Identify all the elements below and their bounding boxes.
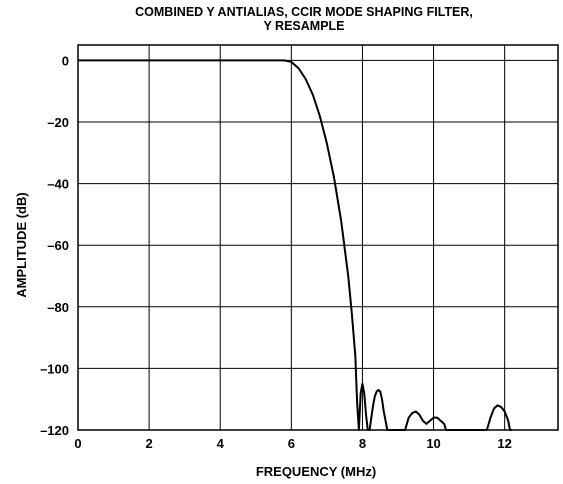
x-tick-label: 0	[74, 436, 81, 451]
y-tick-label: 0	[62, 53, 69, 68]
x-tick-label: 2	[145, 436, 152, 451]
x-tick-label: 4	[217, 436, 225, 451]
plot-frame	[77, 44, 559, 431]
frequency-response-line	[78, 59, 512, 431]
x-tick-label: 8	[359, 436, 366, 451]
grid-lines	[78, 45, 558, 431]
y-axis-ticks: 0 –20 –40 –60 –80 –100 –120	[40, 53, 69, 438]
y-tick-label: –20	[47, 115, 69, 130]
y-tick-label: –40	[47, 177, 69, 192]
x-tick-label: 10	[426, 436, 440, 451]
y-tick-label: –120	[40, 423, 69, 438]
y-axis-label: AMPLITUDE (dB)	[14, 192, 29, 297]
x-axis-label: FREQUENCY (MHz)	[256, 464, 376, 479]
x-tick-label: 6	[288, 436, 295, 451]
y-tick-label: –80	[47, 300, 69, 315]
x-axis-ticks: 0 2 4 6 8 10 12	[74, 436, 512, 451]
y-tick-label: –60	[47, 238, 69, 253]
chart-title-line-1: COMBINED Y ANTIALIAS, CCIR MODE SHAPING …	[135, 5, 473, 19]
y-tick-label: –100	[40, 361, 69, 376]
x-tick-label: 12	[497, 436, 511, 451]
chart-title-line-2: Y RESAMPLE	[263, 19, 344, 33]
